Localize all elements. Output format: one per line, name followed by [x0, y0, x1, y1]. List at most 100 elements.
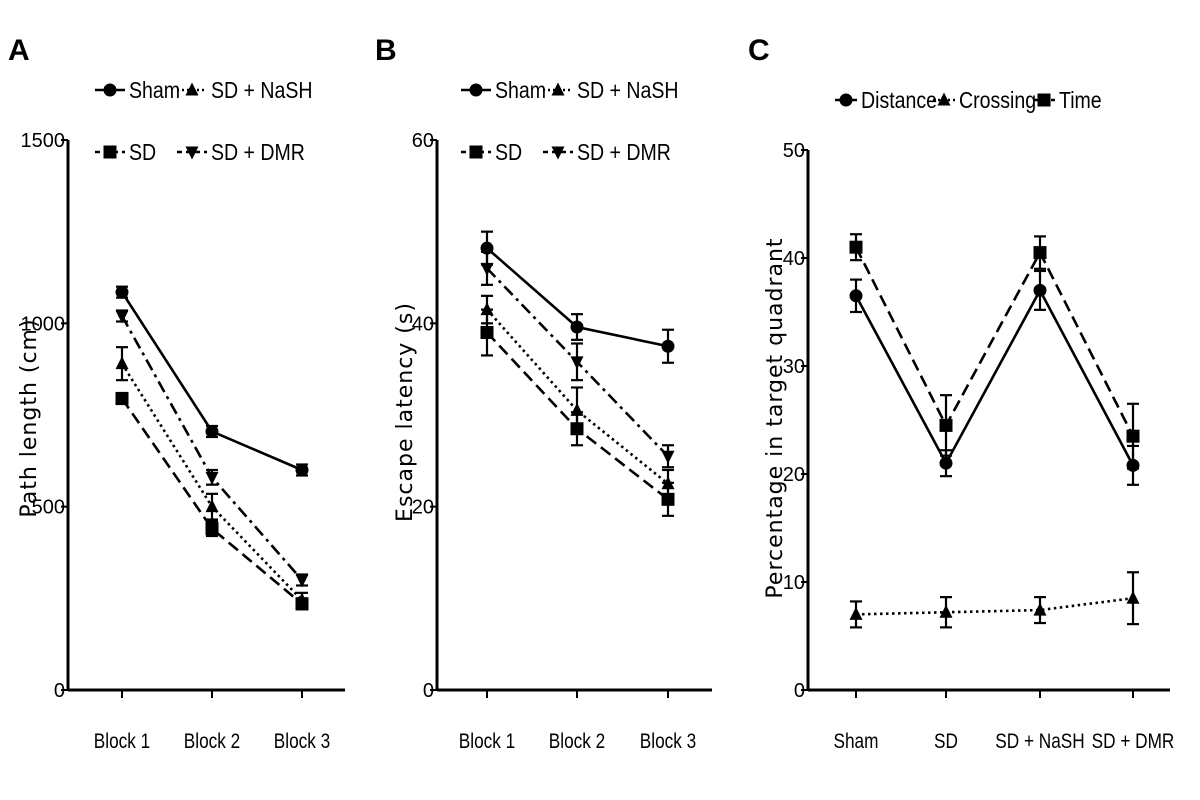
series-line	[854, 246, 1135, 437]
data-point	[115, 310, 129, 324]
data-point	[115, 392, 129, 405]
data-point	[939, 604, 953, 618]
data-point	[661, 476, 675, 490]
legend-marker	[1037, 93, 1051, 107]
data-point	[849, 240, 863, 254]
data-point	[1033, 602, 1047, 616]
legend-item: SD	[95, 140, 156, 166]
data-point	[661, 339, 675, 353]
legend-label: SD	[129, 140, 156, 166]
data-point	[939, 456, 953, 470]
series-line	[120, 397, 303, 605]
legend: Sham SD SD + NaSH SD + DMR	[461, 78, 679, 166]
x-tick-label: Sham	[834, 731, 879, 754]
panel-label: B	[375, 34, 397, 67]
y-tick-label: 20	[783, 464, 805, 486]
data-point	[480, 326, 494, 339]
series-line	[854, 287, 1135, 466]
data-point	[480, 262, 494, 276]
legend-marker	[551, 146, 565, 160]
data-point	[1126, 590, 1140, 604]
data-point	[295, 574, 309, 588]
data-point	[661, 492, 675, 506]
data-point	[570, 356, 584, 370]
legend-item: SD + DMR	[177, 140, 305, 166]
data-point	[480, 302, 494, 316]
legend-label: SD + DMR	[211, 140, 305, 166]
x-tick-label: Block 3	[274, 731, 330, 754]
y-tick-label: 1000	[21, 313, 66, 335]
legend-label: Distance	[861, 88, 937, 114]
panel-b: B 0 20 40 60 Block 1 Block 2 Block 3 Escape late…	[375, 34, 712, 753]
legend-item: Sham	[95, 78, 180, 104]
data-point	[849, 606, 863, 620]
x-tick-label: SD + NaSH	[995, 731, 1084, 754]
panel-label: C	[748, 34, 770, 67]
data-point	[849, 289, 863, 303]
legend-label: Crossing	[959, 88, 1036, 114]
legend-marker	[103, 145, 117, 159]
data-point	[205, 425, 219, 438]
legend-label: SD + NaSH	[211, 78, 313, 104]
legend-marker	[185, 82, 199, 96]
y-tick-label: 0	[794, 680, 805, 702]
x-tick-label: Block 3	[640, 731, 696, 754]
legend-label: SD	[495, 140, 522, 166]
legend-label: SD + NaSH	[577, 78, 679, 104]
series-sd	[115, 391, 309, 611]
y-tick-label: 0	[54, 680, 65, 702]
data-point	[1126, 429, 1140, 443]
x-tick-label: SD	[934, 731, 958, 754]
x-tick-label: Block 2	[549, 731, 605, 754]
data-point	[295, 592, 309, 606]
legend-item: SD + DMR	[543, 140, 671, 165]
data-point	[205, 499, 219, 513]
y-tick-label: 40	[783, 248, 805, 270]
legend-marker	[937, 92, 951, 106]
data-point	[570, 320, 584, 334]
legend-item: SD	[461, 140, 522, 166]
data-point	[115, 356, 129, 370]
data-point	[295, 463, 309, 477]
panel-label: A	[8, 34, 30, 67]
legend-marker	[469, 145, 483, 159]
y-axis-title: Escape latency (s)	[393, 302, 418, 522]
legend-item: SD + NaSH	[177, 78, 313, 104]
data-point	[1033, 246, 1047, 260]
data-point	[115, 285, 129, 299]
x-tick-label: Block 2	[184, 731, 240, 754]
x-tick-label: Block 1	[459, 731, 515, 754]
legend-item: Sham	[461, 78, 546, 103]
series-line	[855, 596, 1134, 616]
legend: Distance Crossing Time	[835, 88, 1102, 114]
legend-label: Time	[1059, 88, 1102, 114]
y-axis-title: Percentage in target quadrant	[763, 237, 788, 598]
x-tick-label: Block 1	[94, 731, 150, 754]
legend: Sham SD SD + NaSH SD + DMR	[95, 78, 313, 166]
series-sd-dmr	[115, 309, 309, 588]
y-tick-label: 30	[783, 356, 805, 378]
series-crossing	[849, 571, 1140, 629]
y-axis-title: Path length (cm)	[17, 318, 42, 517]
series-sham	[115, 285, 309, 477]
series-distance	[849, 269, 1140, 486]
x-tick-label: SD + DMR	[1092, 731, 1175, 754]
y-tick-label: 500	[32, 497, 65, 519]
panel-a: A 0 500 1000 1500 Block 1 Block 2 Block 3 Path l…	[8, 34, 345, 753]
legend-marker	[469, 83, 483, 97]
legend-marker	[103, 83, 117, 97]
data-point	[205, 522, 219, 536]
legend-marker	[839, 93, 853, 107]
legend-label: Sham	[129, 78, 180, 104]
data-point	[1033, 283, 1047, 297]
panel-c: C 0 10 20 30 40 50 Sham SD SD + NaSH SD + DMR Perce…	[748, 34, 1174, 753]
y-tick-label: 1500	[21, 130, 66, 152]
series-line	[120, 291, 303, 472]
legend-item: SD + NaSH	[543, 78, 679, 104]
data-point	[205, 471, 219, 485]
y-tick-label: 20	[412, 497, 434, 519]
legend-marker	[185, 146, 199, 160]
legend-item: Distance	[835, 88, 937, 114]
legend-item: Time	[1033, 88, 1102, 114]
